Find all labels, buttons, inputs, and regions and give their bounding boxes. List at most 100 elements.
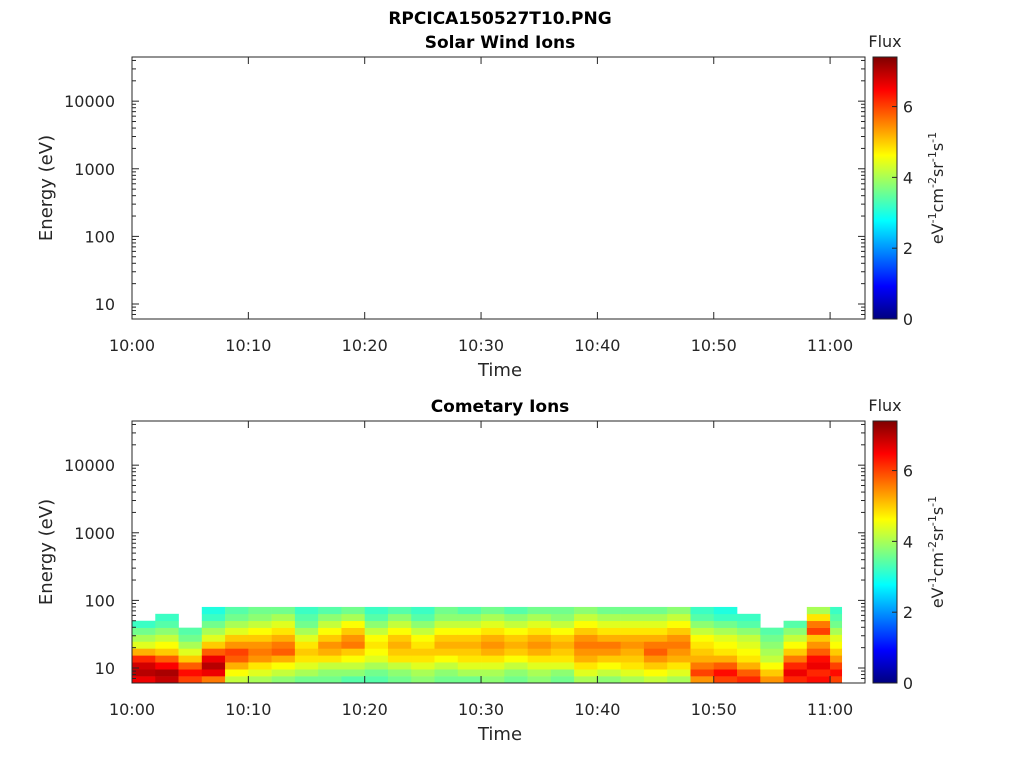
heatmap-cell	[387, 627, 412, 635]
unit-exponent: -1	[926, 132, 939, 143]
heatmap-cell	[806, 627, 831, 635]
heatmap-cell	[132, 648, 156, 656]
heatmap-cell	[457, 648, 482, 656]
heatmap-cell	[457, 620, 482, 628]
heatmap-cell	[387, 620, 412, 628]
heatmap-cell	[387, 613, 412, 622]
heatmap-cell	[667, 627, 691, 635]
heatmap-cell	[457, 634, 482, 642]
heatmap-cell	[597, 634, 621, 642]
heatmap-cell	[364, 662, 389, 670]
heatmap-cell	[457, 662, 482, 670]
heatmap-cell	[527, 620, 552, 628]
heatmap-cell	[760, 648, 784, 656]
y-tick-label: 10	[95, 295, 115, 314]
heatmap-cell	[806, 669, 831, 677]
heatmap-cell	[411, 655, 435, 663]
heatmap-cell	[737, 613, 761, 622]
heatmap-cell	[434, 676, 459, 684]
heatmap-cell	[155, 648, 179, 656]
x-tick-label: 10:00	[109, 700, 155, 719]
heatmap-cell	[481, 676, 505, 684]
heatmap-cell	[760, 641, 784, 649]
heatmap-cell	[318, 676, 342, 684]
heatmap-cell	[318, 655, 342, 663]
heatmap-cell	[830, 662, 843, 670]
unit-symbol: sr	[928, 162, 947, 177]
colorbar-gradient	[872, 420, 898, 684]
heatmap-cell	[411, 641, 435, 649]
heatmap-cell	[294, 655, 319, 663]
heatmap-cell	[481, 648, 505, 656]
unit-symbol: eV	[928, 223, 947, 244]
heatmap-cell	[690, 662, 715, 670]
panel-solar-wind: Solar Wind Ions 10:00 10:10 10:20 10:30 10:4…	[36, 32, 947, 381]
heatmap-cell	[806, 662, 831, 670]
heatmap-cell	[667, 606, 691, 615]
heatmap-cell	[830, 606, 843, 615]
heatmap-cell	[434, 641, 459, 649]
unit-exponent: -1	[926, 151, 939, 162]
x-ticks: 10:00 10:10 10:20 10:30 10:40 10:50 11:00	[109, 57, 853, 355]
heatmap-cell	[574, 648, 598, 656]
heatmap-cell	[341, 676, 365, 684]
heatmap-cell	[737, 669, 761, 677]
heatmap-cell	[527, 627, 552, 635]
heatmap-cell	[248, 606, 272, 615]
unit-symbol: cm	[928, 552, 947, 576]
heatmap-cell	[364, 655, 389, 663]
heatmap-cell	[457, 676, 482, 684]
heatmap-cell	[806, 676, 831, 684]
heatmap-cell	[201, 627, 226, 635]
x-tick-label: 10:50	[691, 700, 737, 719]
y-tick-label: 100	[84, 591, 115, 610]
heatmap-cell	[481, 641, 505, 649]
heatmap-cell	[597, 613, 621, 622]
heatmap-cell	[457, 627, 482, 635]
heatmap-cell	[132, 634, 156, 642]
heatmap-cell	[760, 627, 784, 635]
colorbar-tick-label: 0	[903, 674, 913, 693]
heatmap-cell	[667, 655, 691, 663]
heatmap-cell	[481, 606, 505, 615]
heatmap-cell	[341, 634, 365, 642]
heatmap-cell	[620, 648, 645, 656]
heatmap-cell	[574, 641, 598, 649]
x-tick-label: 10:40	[574, 700, 620, 719]
colorbar-title: Flux	[868, 396, 901, 415]
heatmap-cell	[411, 648, 435, 656]
heatmap-cell	[248, 613, 272, 622]
x-tick-label: 10:20	[342, 700, 388, 719]
unit-exponent: -1	[926, 212, 939, 223]
heatmap-cell	[783, 620, 808, 628]
heatmap-cell	[574, 606, 598, 615]
heatmap-cell	[783, 676, 808, 684]
heatmap-cell	[132, 676, 156, 684]
heatmap-cell	[690, 634, 715, 642]
heatmap-cell	[434, 627, 459, 635]
heatmap-cell	[504, 613, 528, 622]
heatmap-cell	[201, 606, 226, 615]
unit-symbol: s	[928, 143, 947, 151]
x-tick-label: 11:00	[807, 336, 853, 355]
colorbar-tick-label: 4	[903, 532, 913, 551]
heatmap-cell	[387, 662, 412, 670]
heatmap-cell	[411, 634, 435, 642]
heatmap-cell	[550, 655, 575, 663]
heatmap-cell	[155, 634, 179, 642]
heatmap-cell	[248, 662, 272, 670]
heatmap-cell	[550, 620, 575, 628]
plot-area: 10:00 10:10 10:20 10:30 10:40 10:50 11:00 10 10…	[64, 56, 866, 355]
heatmap-cell	[294, 641, 319, 649]
x-tick-label: 10:20	[342, 336, 388, 355]
heatmap-cell	[597, 648, 621, 656]
heatmap-cell	[318, 648, 342, 656]
heatmap-cell	[225, 634, 249, 642]
heatmap-cell	[481, 620, 505, 628]
heatmap-cell	[225, 669, 249, 677]
heatmap-cell	[481, 669, 505, 677]
heatmap-cell	[457, 641, 482, 649]
y-tick-label: 1000	[74, 160, 115, 179]
heatmap-cell	[574, 613, 598, 622]
